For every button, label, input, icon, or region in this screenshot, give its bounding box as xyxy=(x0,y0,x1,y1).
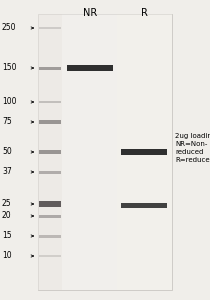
Bar xyxy=(39,120,61,124)
Text: 2ug loading
NR=Non-
reduced
R=reduced: 2ug loading NR=Non- reduced R=reduced xyxy=(175,133,210,163)
Text: 15: 15 xyxy=(2,232,12,241)
Bar xyxy=(39,150,61,154)
Bar xyxy=(39,101,61,103)
Bar xyxy=(39,27,61,29)
Bar xyxy=(39,235,61,238)
Bar xyxy=(121,149,167,155)
Bar xyxy=(39,171,61,174)
Text: 250: 250 xyxy=(2,23,17,32)
Text: R: R xyxy=(140,8,147,18)
Bar xyxy=(38,14,62,290)
Bar xyxy=(38,14,172,290)
Bar xyxy=(67,65,113,71)
Text: 37: 37 xyxy=(2,167,12,176)
Bar xyxy=(39,201,61,207)
Text: 50: 50 xyxy=(2,148,12,157)
Text: NR: NR xyxy=(83,8,97,18)
Bar xyxy=(117,14,172,290)
Bar xyxy=(39,67,61,70)
Text: 75: 75 xyxy=(2,118,12,127)
Bar xyxy=(39,255,61,257)
Bar xyxy=(39,215,61,218)
Text: 10: 10 xyxy=(2,251,12,260)
Bar xyxy=(62,14,117,290)
Text: 150: 150 xyxy=(2,64,17,73)
Text: 25: 25 xyxy=(2,200,12,208)
Bar xyxy=(121,203,167,208)
Text: 100: 100 xyxy=(2,98,17,106)
Text: 20: 20 xyxy=(2,212,12,220)
